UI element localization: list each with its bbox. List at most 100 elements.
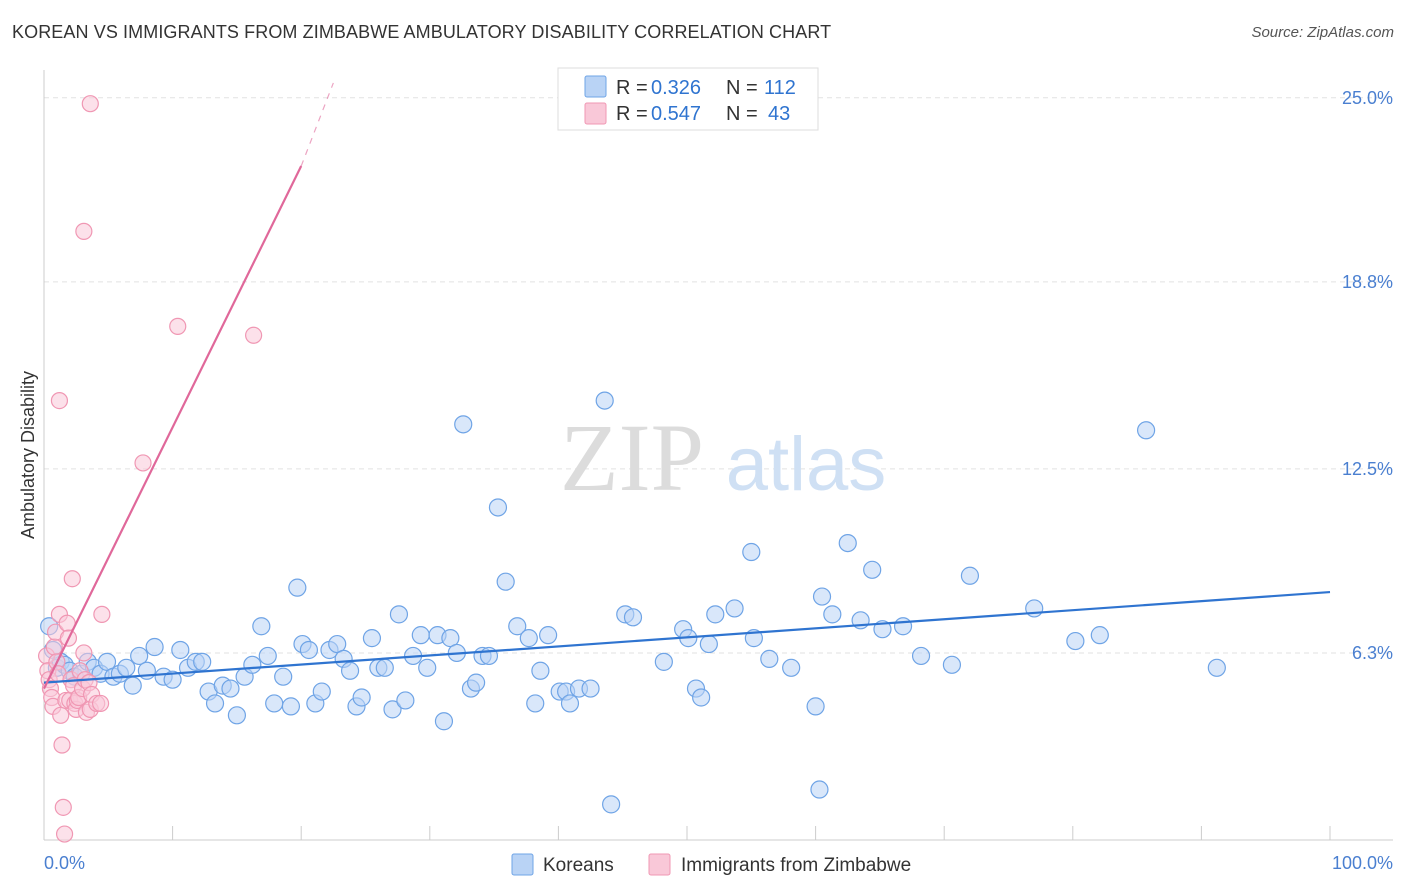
point-koreans <box>227 706 246 725</box>
point-koreans <box>1090 626 1109 645</box>
point-koreans <box>810 780 829 799</box>
point-koreans <box>812 587 832 606</box>
y-tick-label: 6.3% <box>1352 643 1393 663</box>
legend-n-value-1: 112 <box>764 77 796 99</box>
point-zimbabwe <box>75 644 93 662</box>
x-tick-labels: 0.0% 100.0% <box>44 853 1393 873</box>
point-koreans <box>1137 421 1156 440</box>
point-koreans <box>288 578 307 597</box>
point-koreans <box>299 640 319 660</box>
legend-swatch-koreans <box>584 75 607 98</box>
point-koreans <box>265 694 284 713</box>
point-koreans <box>526 694 545 713</box>
gridlines <box>44 97 1393 654</box>
series-legend-swatch-koreans <box>511 853 534 876</box>
watermark: ZIP atlas <box>560 404 886 511</box>
series-legend-koreans: Koreans <box>543 855 614 876</box>
point-koreans <box>281 697 301 716</box>
point-koreans <box>863 560 882 579</box>
x-tick-label-min: 0.0% <box>44 853 85 873</box>
point-koreans <box>362 629 382 648</box>
point-zimbabwe <box>52 706 70 724</box>
trend-line-zimbabwe-extension <box>300 82 334 167</box>
series-legend-zimbabwe: Immigrants from Zimbabwe <box>681 855 911 876</box>
point-koreans <box>581 679 600 698</box>
point-koreans <box>531 661 550 680</box>
trend-lines <box>43 82 1331 690</box>
point-koreans <box>171 640 190 660</box>
point-koreans <box>539 626 558 645</box>
point-koreans <box>1207 658 1226 677</box>
data-points <box>37 95 1226 843</box>
legend-r-label-1: R = <box>616 77 648 99</box>
point-koreans <box>312 682 331 701</box>
point-koreans <box>706 605 725 624</box>
point-koreans <box>411 626 430 645</box>
point-koreans <box>123 676 142 695</box>
point-zimbabwe <box>245 326 263 344</box>
point-koreans <box>911 646 931 666</box>
legend-n-label-1: N = <box>726 77 758 99</box>
point-zimbabwe <box>63 570 81 588</box>
point-koreans <box>782 658 801 677</box>
watermark-zip: ZIP <box>560 404 704 511</box>
point-zimbabwe <box>91 694 110 713</box>
point-koreans <box>466 673 486 692</box>
point-koreans <box>742 542 761 562</box>
point-koreans <box>602 795 621 814</box>
point-koreans <box>508 617 527 636</box>
point-koreans <box>692 688 711 707</box>
chart-title: KOREAN VS IMMIGRANTS FROM ZIMBABWE AMBUL… <box>12 22 832 42</box>
y-tick-label: 25.0% <box>1342 88 1393 108</box>
point-zimbabwe <box>45 638 63 656</box>
point-koreans <box>352 688 371 707</box>
y-tick-label: 18.8% <box>1342 272 1393 292</box>
point-zimbabwe <box>93 605 111 623</box>
point-koreans <box>942 655 962 674</box>
point-koreans <box>823 605 842 624</box>
watermark-atlas: atlas <box>726 422 887 507</box>
point-koreans <box>396 691 415 710</box>
point-koreans <box>383 700 402 719</box>
point-zimbabwe <box>55 825 74 843</box>
point-koreans <box>806 697 825 716</box>
legend-n-value-2: 43 <box>768 103 790 125</box>
point-koreans <box>375 658 394 677</box>
y-tick-label: 12.5% <box>1342 459 1393 479</box>
legend-r-value-2: 0.547 <box>651 103 701 125</box>
legend-r-value-1: 0.326 <box>651 77 701 99</box>
x-tick-label-max: 100.0% <box>1332 853 1393 873</box>
point-koreans <box>725 599 744 618</box>
point-zimbabwe <box>50 391 69 410</box>
y-axis-title: Ambulatory Disability <box>18 371 38 539</box>
point-koreans <box>496 572 515 591</box>
point-koreans <box>595 391 614 410</box>
legend-r-label-2: R = <box>616 103 648 125</box>
point-koreans <box>145 637 164 657</box>
trend-line-koreans <box>43 590 1331 684</box>
point-koreans <box>205 694 225 713</box>
point-zimbabwe <box>134 454 152 472</box>
point-koreans <box>243 655 262 674</box>
point-zimbabwe <box>53 736 71 754</box>
legend-swatch-zimbabwe <box>584 102 607 125</box>
point-koreans <box>623 608 643 627</box>
point-koreans <box>258 646 277 666</box>
point-koreans <box>418 658 437 677</box>
point-koreans <box>389 605 409 624</box>
point-koreans <box>560 694 580 713</box>
point-koreans <box>893 617 913 636</box>
point-koreans <box>699 634 718 654</box>
point-koreans <box>654 652 673 671</box>
legend-n-label-2: N = <box>726 103 758 125</box>
point-koreans <box>519 629 538 648</box>
axes <box>43 70 1393 841</box>
series-legend: Koreans Immigrants from Zimbabwe <box>511 853 911 876</box>
point-koreans <box>454 415 473 434</box>
point-koreans <box>434 712 454 731</box>
point-zimbabwe <box>75 222 93 240</box>
point-koreans <box>252 617 271 636</box>
trend-line-zimbabwe <box>43 165 303 690</box>
point-koreans <box>117 658 136 677</box>
